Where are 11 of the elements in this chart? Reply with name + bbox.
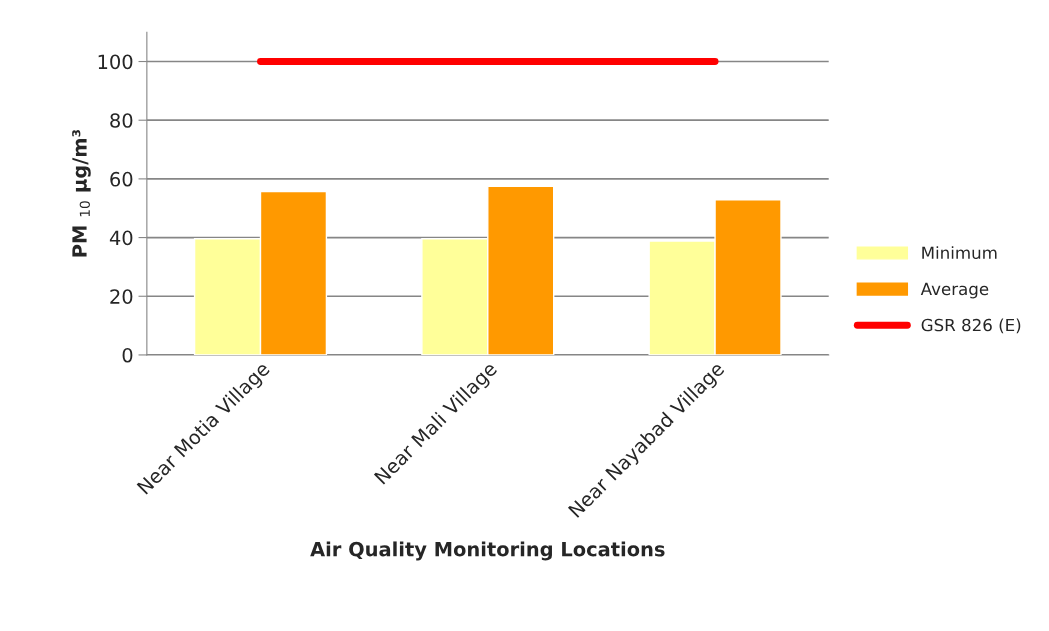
y-tick-label: 20 [110,289,133,304]
y-tick-label: 60 [110,171,133,187]
legend-label: Minimum [922,246,997,260]
y-tick-label: 100 [98,54,133,70]
y-tick-label: 40 [109,230,133,246]
x-axis-title: Air Quality Monitoring Locations [310,541,665,561]
legend-label: Average [920,282,989,299]
y-tick-label: 0 [122,347,133,363]
legend-label: GSR 826 (E) [921,318,1021,334]
y-axis-title: PM $_{10}$ µg/m³ [72,129,91,257]
y-tick-label: 80 [110,113,133,128]
